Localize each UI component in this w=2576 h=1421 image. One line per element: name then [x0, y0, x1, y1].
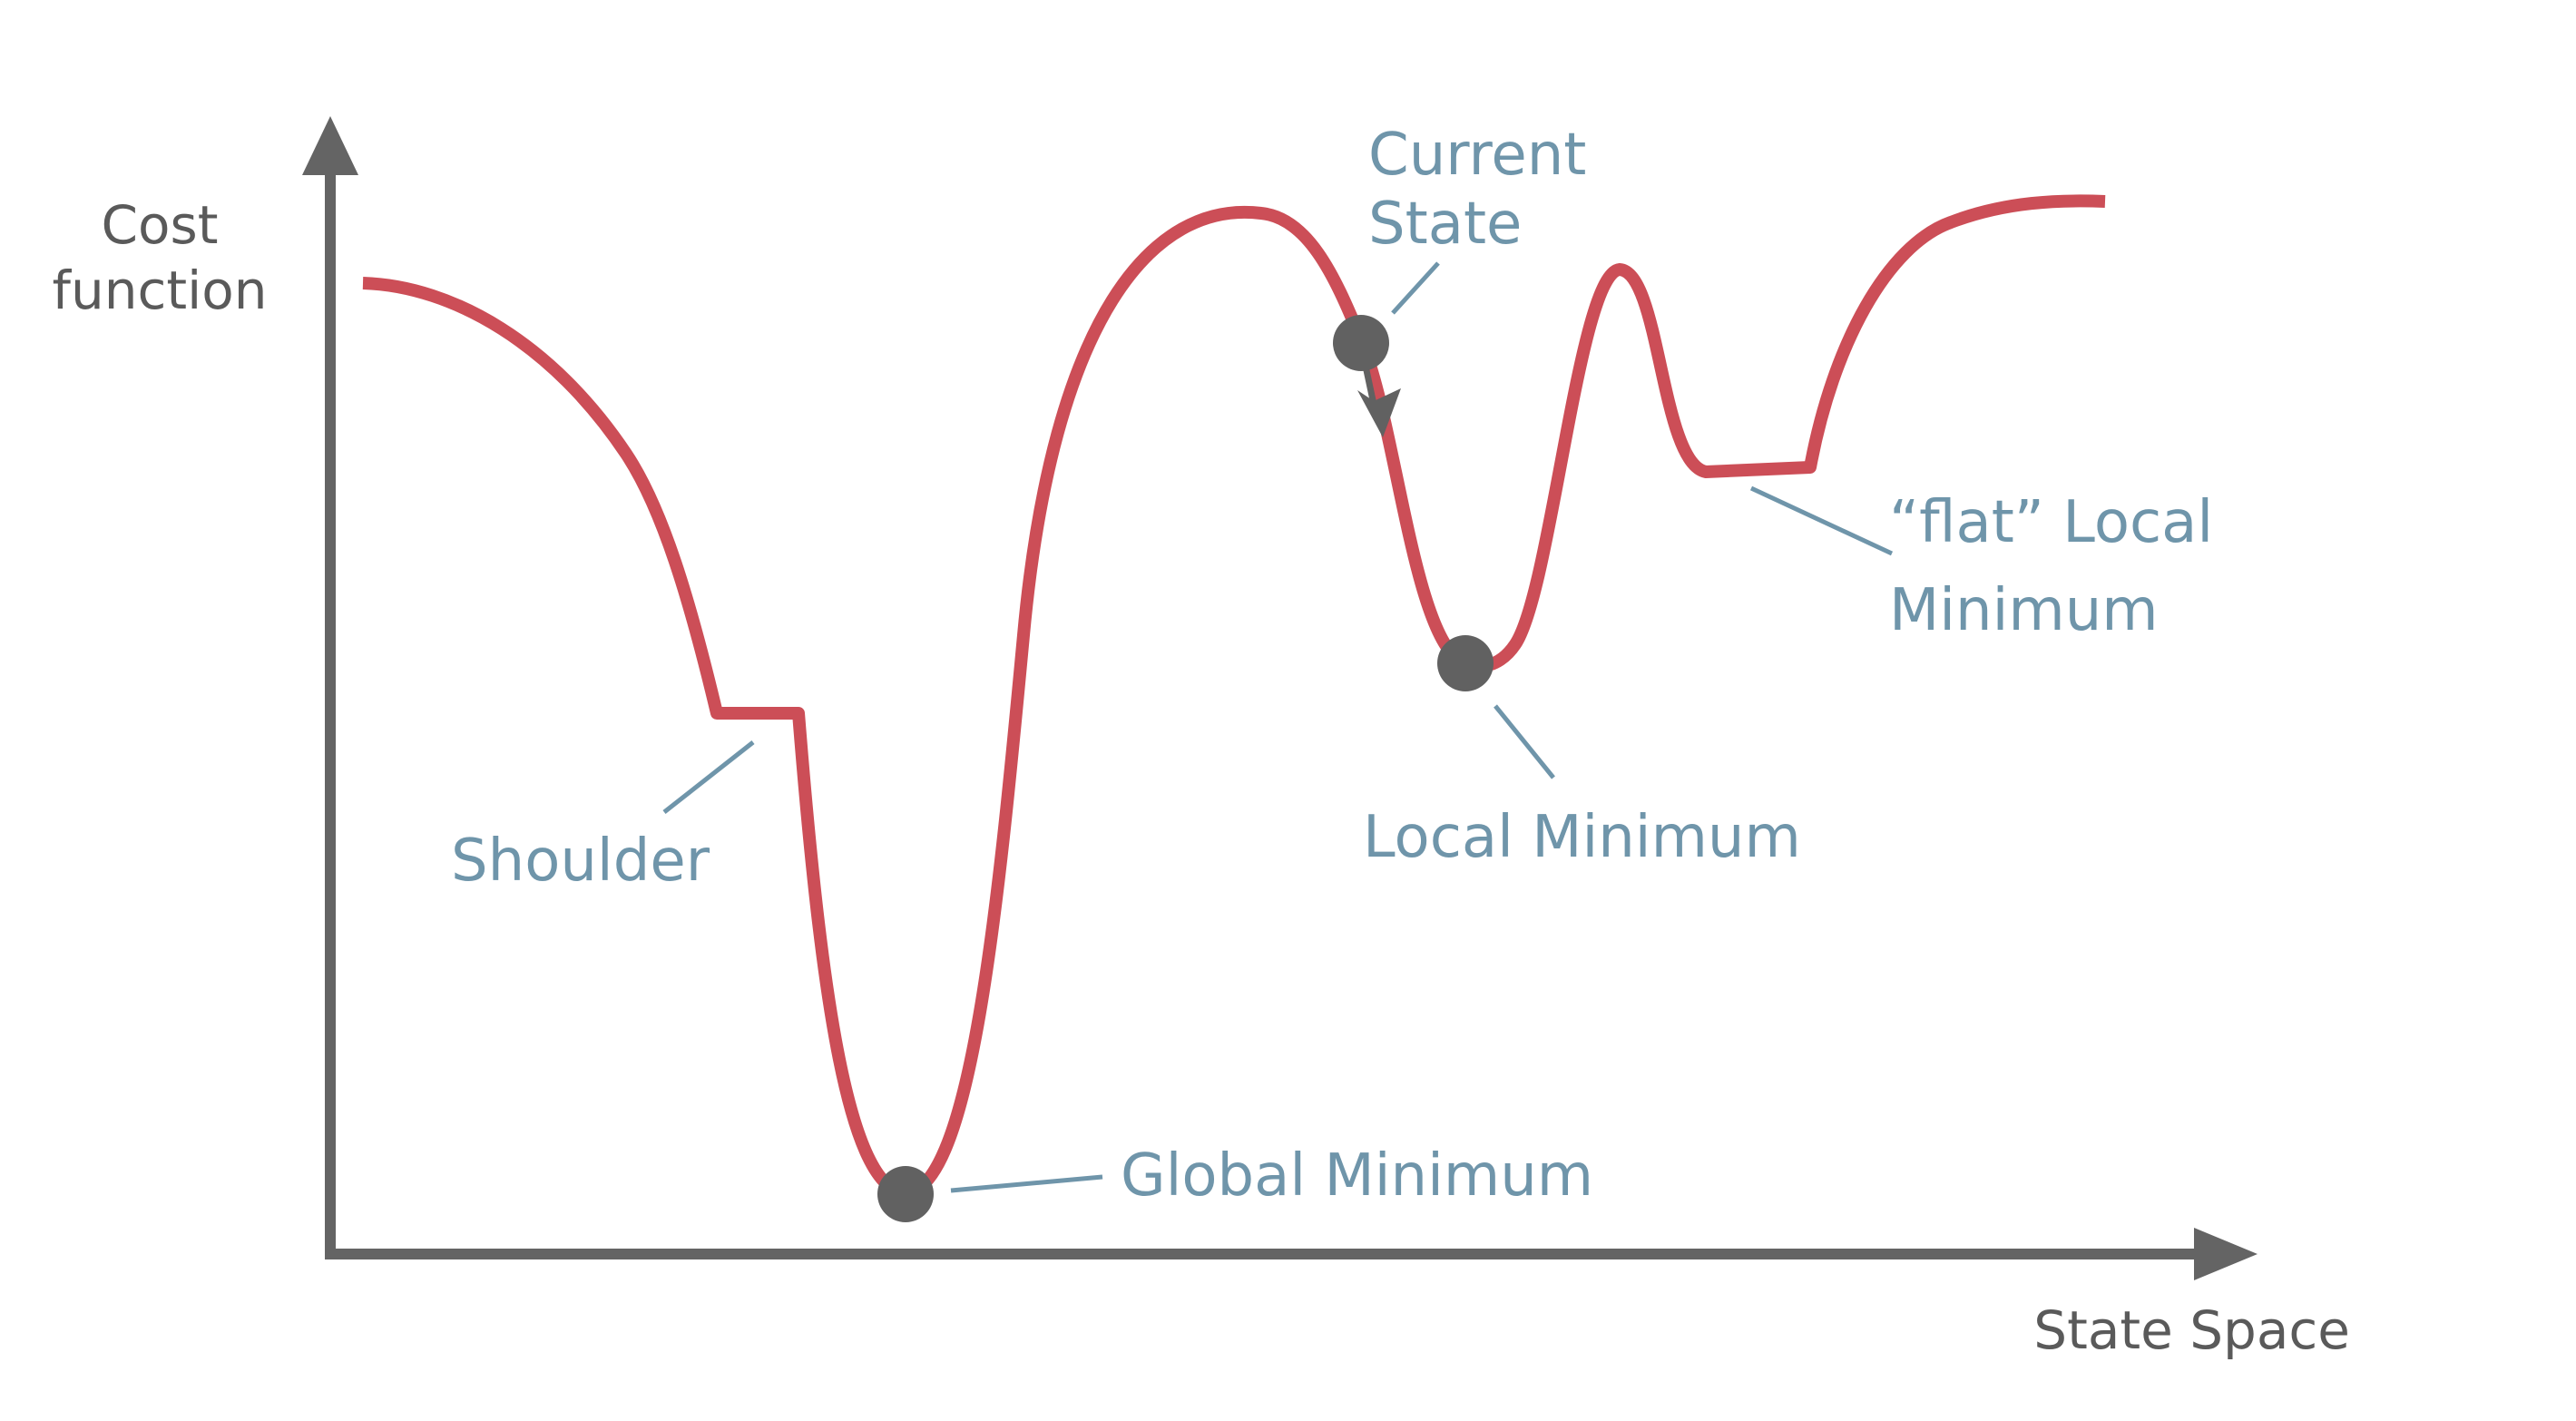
leader-lines [662, 261, 1894, 1193]
global-minimum-label: Global Minimum [1121, 1142, 1593, 1210]
global-minimum-marker [877, 1166, 934, 1222]
shoulder-label: Shoulder [451, 828, 710, 895]
global-minimum-leader [950, 1174, 1103, 1193]
cost-function-curve [362, 194, 2106, 1200]
x-axis-arrowhead [2194, 1228, 2258, 1280]
flat-local-minimum-label-line2: Minimum [1889, 577, 2159, 644]
y-axis-arrowhead [302, 116, 358, 175]
local-minimum-leader [1494, 704, 1555, 779]
current-state-marker [1333, 315, 1389, 371]
y-axis-label-line1: Cost [102, 194, 219, 256]
flat-local-minimum-leader [1749, 485, 1894, 556]
local-minimum-marker [1437, 635, 1494, 691]
shoulder-leader [662, 740, 755, 814]
flat-local-minimum-label-line1: “flat” Local [1889, 489, 2213, 556]
local-minimum-label: Local Minimum [1363, 804, 1801, 871]
descent-arrow-head [1357, 388, 1401, 437]
current-state-label-line1: Current [1368, 122, 1586, 189]
x-axis-label: State Space [2033, 1299, 2350, 1361]
y-axis-label-line2: function [53, 260, 268, 321]
current-state-label-line2: State [1368, 191, 1522, 258]
axes [302, 116, 2258, 1280]
current-state-leader [1391, 261, 1440, 315]
